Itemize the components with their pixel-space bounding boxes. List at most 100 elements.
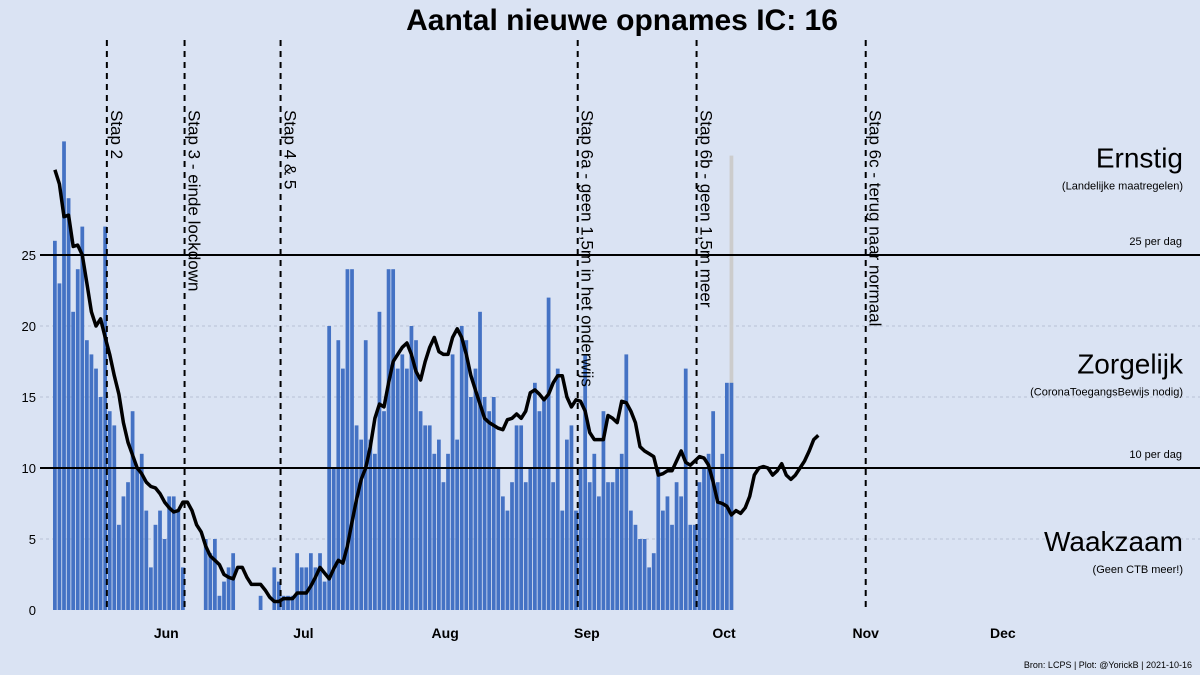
bar [656, 468, 661, 610]
event-label: Stap 6a - geen 1,5m in het onderwijs [578, 110, 597, 387]
bar [619, 453, 624, 610]
x-tick-label: Oct [712, 625, 736, 641]
bar [729, 382, 734, 610]
bar [98, 397, 103, 610]
bar [487, 411, 492, 610]
bar [290, 595, 295, 610]
bar [651, 553, 656, 610]
bar [715, 482, 720, 610]
bar [587, 482, 592, 610]
bar [363, 340, 368, 610]
x-tick-label: Aug [432, 625, 459, 641]
bar [130, 411, 135, 610]
bar [679, 496, 684, 610]
bar [176, 510, 181, 610]
bar [103, 226, 108, 610]
bar [441, 482, 446, 610]
bar [501, 496, 505, 610]
bar [226, 567, 231, 610]
bar [66, 198, 71, 610]
bar [574, 510, 578, 610]
y-tick-label: 5 [29, 532, 36, 547]
bar [725, 382, 729, 610]
bar [546, 297, 551, 610]
reference-line-label: 10 per dag [1129, 449, 1182, 461]
bar [53, 240, 57, 611]
axis-layer: 0 5 10 15 20 25 Jun Jul Aug Sep Oct Nov Dec [22, 248, 1016, 641]
x-tick-label: Sep [574, 625, 600, 641]
bar [231, 553, 236, 610]
bar [217, 595, 222, 610]
bar [437, 439, 441, 610]
bar [688, 524, 693, 610]
bar [597, 496, 601, 610]
bar [491, 397, 496, 610]
event-label: Stap 3 - einde lockdown [185, 110, 204, 291]
bar [139, 453, 144, 610]
bar [107, 411, 112, 610]
bar [57, 283, 62, 610]
x-tick-label: Jul [293, 625, 313, 641]
reference-lines: 25 per dag 10 per dag [40, 236, 1200, 469]
bar [537, 411, 542, 610]
bar [373, 453, 377, 610]
bar [720, 453, 725, 610]
y-tick-label: 10 [22, 461, 36, 476]
bar [533, 382, 537, 610]
bar [368, 439, 373, 610]
zone-name: Ernstig [1096, 143, 1183, 174]
bar [304, 567, 309, 610]
bar [670, 524, 674, 610]
bar [633, 524, 638, 610]
bar [423, 425, 428, 610]
bar [661, 510, 665, 610]
bar [711, 411, 716, 610]
bars-layer [53, 141, 734, 611]
bar [569, 425, 574, 610]
event-label: Stap 2 [107, 110, 126, 159]
bar [171, 496, 176, 610]
bar [71, 311, 76, 610]
bar [638, 539, 642, 610]
bar [523, 482, 528, 610]
bar [455, 439, 460, 610]
bar [117, 524, 121, 610]
bar [112, 425, 117, 610]
zone-subtitle: (CoronaToegangsBewijs nodig) [1030, 387, 1183, 399]
bar [615, 468, 620, 610]
bar [542, 397, 546, 610]
bar [642, 539, 647, 610]
bar [121, 496, 126, 610]
bar [606, 482, 610, 610]
bar [514, 425, 519, 610]
bar [135, 468, 140, 610]
bar [208, 553, 213, 610]
bar [610, 482, 615, 610]
bar [464, 340, 469, 610]
bar [528, 468, 533, 610]
y-tick-label: 25 [22, 248, 36, 263]
bar [75, 269, 80, 610]
event-label: Stap 6c - terug naar normaal [866, 110, 885, 326]
bar [85, 340, 89, 610]
bar [665, 496, 670, 610]
bar [592, 453, 597, 610]
bar [331, 468, 336, 610]
bar [281, 595, 286, 610]
bar [286, 595, 290, 610]
bar [578, 468, 583, 610]
source-credit: Bron: LCPS | Plot: @YorickB | 2021-10-16 [1024, 660, 1192, 670]
bar [405, 368, 409, 610]
bar [706, 453, 711, 610]
bar [702, 468, 706, 610]
bar [647, 567, 652, 610]
bar [427, 425, 432, 610]
zone-subtitle: (Geen CTB meer!) [1093, 564, 1183, 576]
bar [697, 482, 702, 610]
x-tick-label: Jun [154, 625, 179, 641]
bar [89, 354, 94, 610]
bar [551, 482, 556, 610]
bar [354, 425, 359, 610]
